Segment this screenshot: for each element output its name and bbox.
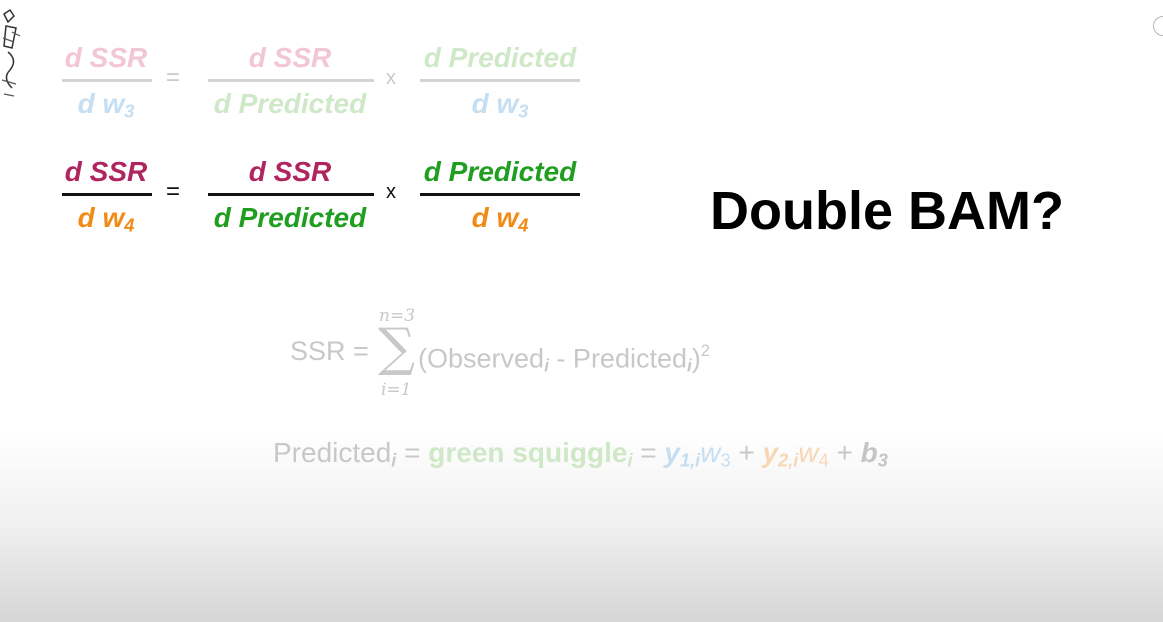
faded-left-numerator: d SSR [64,42,148,73]
faded-mid-denominator: d Predicted [213,88,367,119]
ssr-body: (Observedi - Predictedi)2 [418,342,710,376]
b3-term: b3 [860,437,888,471]
green-squiggle-term: green squigglei [428,437,633,471]
active-equals: = [166,178,181,205]
faded-left-denominator: d w3 [77,88,135,122]
active-mid-numerator: d SSR [248,156,332,187]
faded-right-denominator: d w3 [471,88,529,122]
active-mid-bar [208,193,374,196]
active-right-numerator: d Predicted [423,156,577,187]
sum-upper-limit: n=3 [379,306,416,326]
logo-sketch-icon [1,8,21,97]
faded-left-bar [62,79,152,82]
w4-term: w4 [798,437,829,471]
ssr-lhs: SSR = [290,336,369,366]
sigma-symbol: ∑ [378,318,416,378]
predicted-formula: Predictedi = green squigglei = y1,iw3 + … [273,437,888,471]
faded-right-numerator: d Predicted [423,42,577,73]
predicted-lhs: Predicted [273,437,392,468]
active-mid-denominator: d Predicted [213,202,367,233]
faded-equals: = [166,64,181,91]
double-bam-headline: Double BAM? [710,181,1064,241]
active-right-bar [420,193,580,196]
active-right-denominator: d w4 [471,202,529,236]
sum-lower-limit: i=1 [381,380,412,400]
circle-icon [1153,16,1163,36]
active-left-bar [62,193,152,196]
faded-mid-bar [208,79,374,82]
active-left-denominator: d w4 [77,202,135,236]
faded-right-bar [420,79,580,82]
faded-mid-numerator: d SSR [248,42,332,73]
w3-term: w3 [700,437,731,471]
predicted-sub-i: i [391,450,397,471]
y2-term: y2,i [762,437,799,471]
active-times: x [386,181,396,203]
faded-times: x [386,67,396,89]
active-left-numerator: d SSR [64,156,148,187]
y1-term: y1,i [664,437,701,471]
